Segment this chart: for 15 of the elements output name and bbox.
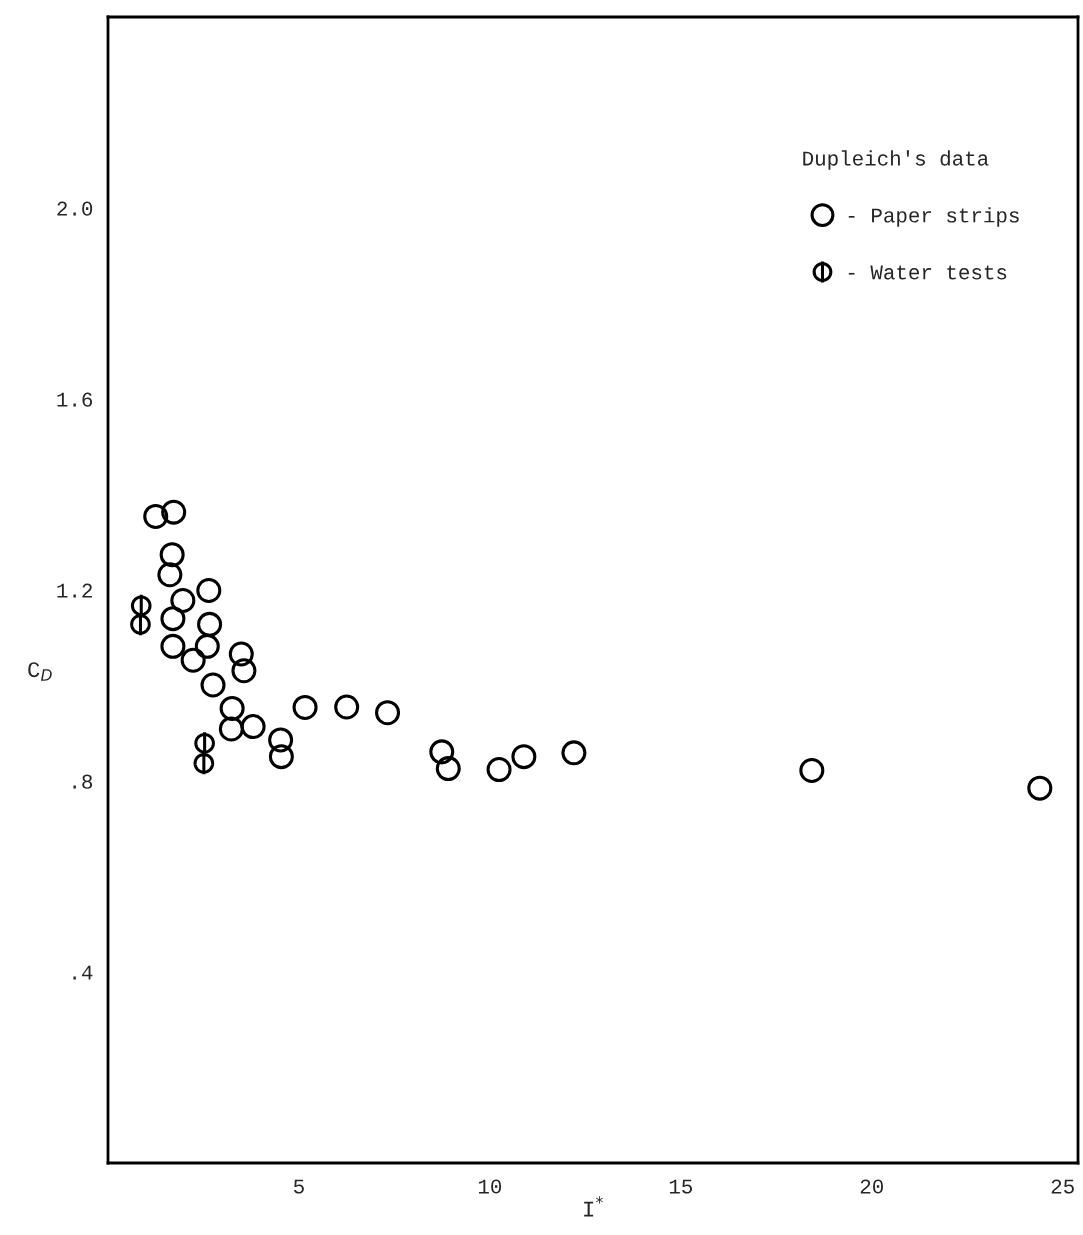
- x-tick-label: 20: [860, 1179, 883, 1194]
- x-tick-label: 15: [669, 1179, 693, 1194]
- x-tick-label: 25: [1051, 1179, 1074, 1194]
- x-tick-label: 5: [294, 1179, 304, 1194]
- y-tick-label: .4: [73, 965, 93, 980]
- y-tick-label: .8: [73, 774, 93, 789]
- legend-label: - Water tests: [848, 265, 1007, 280]
- y-axis-title: C$_{D}$: [28, 662, 52, 681]
- y-tick-label: 2.0: [57, 201, 93, 216]
- legend-label: - Paper strips: [848, 207, 1019, 227]
- legend-title: Dupleich's data: [803, 150, 989, 170]
- x-tick-label: 10: [478, 1179, 502, 1194]
- y-tick-label: 1.2: [57, 583, 92, 598]
- y-tick-label: 1.6: [57, 392, 93, 407]
- x-axis-title: I$^{*}$: [584, 1196, 603, 1217]
